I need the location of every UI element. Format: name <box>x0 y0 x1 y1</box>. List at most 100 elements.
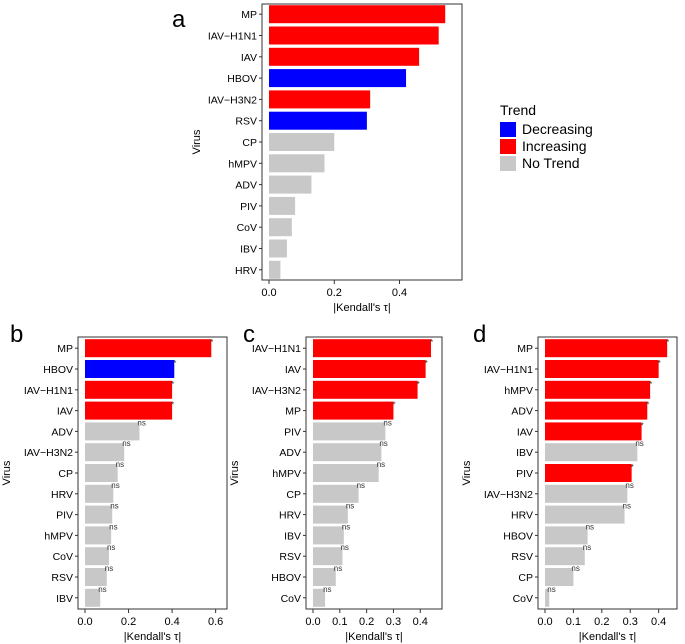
bar-c-cp <box>313 484 359 503</box>
bar-b-cp <box>85 464 118 482</box>
bar-d-hmpv <box>545 380 651 399</box>
category-label-b-cov: CoV <box>53 551 73 563</box>
significance-label-c-iav: * <box>425 359 428 368</box>
bar-a-mp <box>269 5 446 24</box>
bar-c-rsv <box>313 547 343 566</box>
significance-label-c-cov: ns <box>323 585 331 594</box>
bar-b-iav-h3n2 <box>85 443 125 462</box>
bar-b-iav-h1n1 <box>85 380 173 399</box>
category-label-c-adv: ADV <box>279 447 301 459</box>
significance-label-d-ibv: ns <box>635 439 643 448</box>
significance-label-d-hmpv: * <box>649 380 652 389</box>
bar-c-iav-h3n2 <box>313 380 418 399</box>
category-label-d-cp: CP <box>518 572 533 584</box>
significance-label-c-mp: * <box>392 401 395 410</box>
category-label-a-rsv: RSV <box>235 116 257 128</box>
bar-d-iav-h3n2 <box>545 484 628 503</box>
legend-swatch-decreasing <box>500 122 516 137</box>
significance-label-d-mp: * <box>666 338 669 347</box>
category-label-c-iav-h1n1: IAV−H1N1 <box>252 343 301 355</box>
bar-a-piv <box>269 196 296 215</box>
category-label-c-iav: IAV <box>285 364 301 376</box>
bar-d-ibv <box>545 443 638 462</box>
bar-c-iav-h1n1 <box>313 339 431 358</box>
category-label-a-hbov: HBOV <box>227 73 257 85</box>
bar-b-adv <box>85 422 140 441</box>
category-label-b-hrv: HRV <box>51 489 73 501</box>
significance-label-c-piv: ns <box>383 418 391 427</box>
bar-d-hbov <box>545 526 588 545</box>
panel-c-chart: IAV−H1N1 * IAV * IAV−H3N2 * MP * PIV ns ADV ns hMPV n… <box>229 336 443 643</box>
category-label-b-cp: CP <box>58 468 73 480</box>
bar-c-piv <box>313 422 386 441</box>
significance-label-c-hrv: ns <box>346 502 354 511</box>
bar-a-hmpv <box>269 154 325 173</box>
category-label-a-iav-h1n1: IAV−H1N1 <box>208 31 257 43</box>
legend-swatch-increasing <box>500 139 516 154</box>
bar-d-rsv <box>545 547 585 566</box>
significance-label-c-ibv: ns <box>342 522 350 531</box>
bar-d-iav <box>545 422 642 441</box>
x-tick-label-a-0: 0.0 <box>261 287 276 299</box>
bar-d-cp <box>545 568 574 586</box>
category-label-a-adv: ADV <box>235 180 257 192</box>
bar-b-mp <box>85 339 212 358</box>
x-tick-label-a-2: 0.4 <box>392 287 407 299</box>
significance-label-b-cov: ns <box>107 543 115 552</box>
category-label-d-iav: IAV <box>517 426 533 438</box>
category-label-a-hrv: HRV <box>235 265 257 277</box>
category-label-b-hmpv: hMPV <box>44 530 73 542</box>
significance-label-b-rsv: ns <box>105 564 113 573</box>
x-tick-label-d-0: 0.0 <box>537 616 552 628</box>
category-label-d-piv: PIV <box>516 468 533 480</box>
bar-a-iav-h3n2 <box>269 90 371 109</box>
bar-a-hbov <box>269 69 407 88</box>
bar-b-hrv <box>85 484 114 503</box>
panel-letter-a: a <box>172 6 186 33</box>
x-axis-title-d: |Kendall's τ| <box>579 631 636 643</box>
significance-label-b-hrv: ns <box>111 481 119 490</box>
category-label-c-hrv: HRV <box>279 510 301 522</box>
bar-d-hrv <box>545 505 625 524</box>
significance-label-b-hmpv: ns <box>109 522 117 531</box>
x-axis-title-a: |Kendall's τ| <box>333 302 390 314</box>
category-label-a-piv: PIV <box>240 201 257 213</box>
category-label-c-hbov: HBOV <box>271 572 301 584</box>
bar-a-hrv <box>269 260 281 279</box>
bar-b-cov <box>85 547 109 566</box>
bar-c-hbov <box>313 568 336 586</box>
significance-label-d-adv: * <box>646 401 649 410</box>
panel-letter-b: b <box>10 321 23 348</box>
bar-d-adv <box>545 401 648 420</box>
significance-label-b-adv: ns <box>137 418 145 427</box>
legend-title: Trend <box>500 102 536 118</box>
bar-d-cov <box>545 588 550 607</box>
category-label-d-adv: ADV <box>511 406 533 418</box>
significance-label-c-cp: ns <box>357 481 365 490</box>
bar-a-cp <box>269 133 335 151</box>
category-label-c-cp: CP <box>286 489 301 501</box>
x-tick-label-c-1: 0.1 <box>332 616 347 628</box>
bar-a-rsv <box>269 111 367 130</box>
significance-label-d-iav-h1n1: * <box>658 359 661 368</box>
significance-label-d-cov: ns <box>547 585 555 594</box>
legend-swatch-no-trend <box>500 156 516 171</box>
x-tick-label-a-1: 0.2 <box>327 287 342 299</box>
category-label-a-iav-h3n2: IAV−H3N2 <box>208 94 257 106</box>
category-label-d-iav-h1n1: IAV−H1N1 <box>484 364 533 376</box>
category-label-d-mp: MP <box>517 343 533 355</box>
category-label-d-iav-h3n2: IAV−H3N2 <box>484 489 533 501</box>
significance-label-b-iav: * <box>171 401 174 410</box>
significance-label-b-piv: ns <box>110 502 118 511</box>
bar-c-hrv <box>313 505 348 524</box>
y-axis-title-c: Virus <box>229 460 241 485</box>
y-axis-title-d: Virus <box>461 460 473 485</box>
panel-letter-d: d <box>473 321 486 348</box>
bar-b-iav <box>85 401 173 420</box>
bar-a-iav-h1n1 <box>269 26 439 45</box>
category-label-a-cov: CoV <box>237 222 257 234</box>
bar-c-hmpv <box>313 464 379 482</box>
bar-d-piv <box>545 464 632 482</box>
legend-label-decreasing: Decreasing <box>522 121 593 137</box>
